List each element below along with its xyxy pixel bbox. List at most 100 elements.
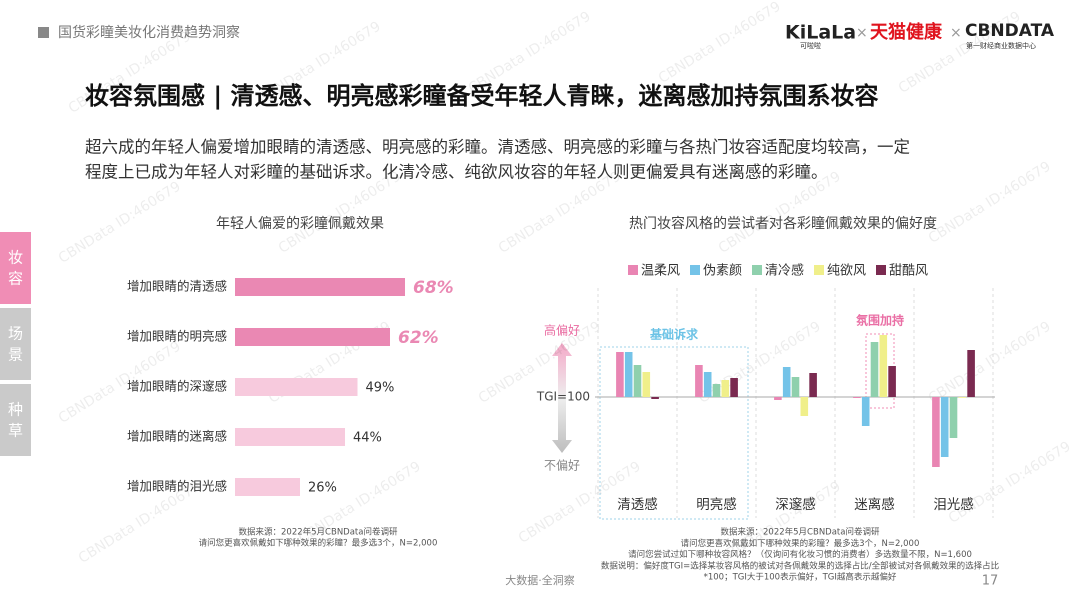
logo: KiLaLa bbox=[785, 22, 856, 44]
source-note: 数据来源：2022年5月CBNData问卷调研 bbox=[239, 527, 398, 538]
baseline-label: TGI=100 bbox=[536, 390, 590, 404]
bar bbox=[235, 378, 358, 396]
x-tick-label: 明亮感 bbox=[696, 496, 737, 513]
bar bbox=[774, 397, 782, 400]
page-number: 17 bbox=[982, 574, 999, 589]
watermark: CBNData ID:460679 bbox=[926, 319, 1054, 407]
bar bbox=[870, 342, 879, 397]
annotation: 高偏好 bbox=[544, 323, 580, 338]
watermark: CBNData ID:460679 bbox=[656, 0, 784, 87]
source-note: 请问您更喜欢佩戴如下哪种效果的彩瞳？最多选3个，N=2,000 bbox=[199, 538, 438, 549]
bar bbox=[642, 372, 651, 397]
watermark: CBNData ID:460679 bbox=[946, 439, 1074, 527]
x-tick-label: 迷离感 bbox=[854, 496, 895, 513]
preference-arrow bbox=[552, 343, 572, 453]
tab[interactable] bbox=[0, 308, 31, 380]
tab-label: 草 bbox=[8, 422, 23, 440]
source-note: *100；TGI大于100表示偏好，TGI越高表示越偏好 bbox=[704, 572, 897, 583]
annotation: 氛围加持 bbox=[856, 313, 904, 328]
bar bbox=[791, 377, 800, 397]
watermark: CBNData ID:460679 bbox=[496, 169, 624, 257]
footer-slogan: 大数据·全洞察 bbox=[505, 573, 575, 587]
watermark: CBNData ID:460679 bbox=[716, 169, 844, 257]
bar bbox=[235, 478, 300, 496]
y-tick-label: 增加眼睛的泪光感 bbox=[127, 479, 227, 494]
y-tick-label: 增加眼睛的迷离感 bbox=[127, 429, 227, 444]
section-title: 国货彩瞳美妆化消费趋势洞察 bbox=[58, 24, 240, 41]
bar bbox=[235, 328, 390, 346]
annotation: 基础诉求 bbox=[649, 327, 699, 342]
separator: × bbox=[950, 25, 962, 41]
legend-swatch bbox=[628, 265, 638, 275]
y-tick-label: 增加眼睛的清透感 bbox=[127, 279, 227, 294]
separator: × bbox=[856, 25, 868, 41]
bar bbox=[809, 373, 817, 397]
source-note: 请问您尝试过如下哪种妆容风格？（仅询问有化妆习惯的消费者）多选数量不限，N=1,… bbox=[628, 549, 972, 560]
bar bbox=[853, 397, 861, 398]
body-text: 程度上已成为年轻人对彩瞳的基础诉求。化清冷感、纯欲风妆容的年轻人则更偏爱具有迷离… bbox=[85, 163, 828, 182]
legend-label: 伪素颜 bbox=[703, 263, 742, 279]
legend-label: 甜酷风 bbox=[889, 263, 928, 279]
legend-label: 清冷感 bbox=[765, 263, 804, 279]
y-tick-label: 增加眼睛的深邃感 bbox=[127, 379, 227, 394]
tab-label: 种 bbox=[8, 401, 23, 419]
legend-swatch bbox=[690, 265, 700, 275]
x-tick-label: 泪光感 bbox=[933, 496, 974, 513]
tab-active[interactable] bbox=[0, 232, 31, 304]
logo: 可啦啦 bbox=[800, 41, 821, 50]
bar bbox=[861, 397, 870, 426]
legend-swatch bbox=[752, 265, 762, 275]
watermark: CBNData ID:460679 bbox=[276, 169, 404, 257]
logo: CBNDATA bbox=[965, 21, 1055, 41]
source-note: 数据说明：偏好度TGI=选择某妆容风格的被试对各佩戴效果的选择占比/全部被试对各… bbox=[601, 560, 999, 571]
value-label: 68% bbox=[413, 278, 454, 298]
bar bbox=[712, 384, 721, 397]
bar bbox=[651, 397, 659, 399]
tab-label: 容 bbox=[8, 270, 23, 288]
bar bbox=[800, 397, 809, 416]
x-tick-label: 深邃感 bbox=[775, 496, 816, 513]
y-tick-label: 增加眼睛的明亮感 bbox=[127, 329, 227, 344]
logo: 天猫健康 bbox=[870, 21, 943, 43]
bar bbox=[949, 397, 958, 438]
bar bbox=[888, 366, 896, 397]
source-note: 请问您更喜欢佩戴如下哪种效果的彩瞳？最多选3个，N=2,000 bbox=[681, 538, 920, 549]
header-icon bbox=[38, 27, 49, 38]
chart-title: 年轻人偏爱的彩瞳佩戴效果 bbox=[216, 215, 384, 232]
bar bbox=[967, 350, 975, 397]
body-text: 超六成的年轻人偏爱增加眼睛的清透感、明亮感的彩瞳。清透感、明亮感的彩瞳与各热门妆… bbox=[85, 138, 910, 157]
source-note: 数据来源：2022年5月CBNData问卷调研 bbox=[721, 527, 880, 538]
bar bbox=[958, 397, 967, 398]
bar bbox=[235, 278, 405, 296]
bar bbox=[782, 367, 791, 397]
annotation: 不偏好 bbox=[544, 458, 580, 473]
x-tick-label: 清透感 bbox=[617, 496, 658, 513]
bar bbox=[695, 365, 703, 397]
bar bbox=[624, 352, 633, 397]
bar bbox=[879, 335, 888, 397]
value-label: 62% bbox=[398, 328, 439, 348]
tab-label: 妆 bbox=[8, 249, 23, 267]
bar bbox=[703, 372, 712, 397]
tab[interactable] bbox=[0, 384, 31, 456]
bar bbox=[932, 397, 940, 467]
bar bbox=[616, 352, 624, 397]
bar bbox=[721, 380, 730, 397]
slide-title: 妆容氛围感 | 清透感、明亮感彩瞳备受年轻人青睐，迷离感加持氛围系妆容 bbox=[85, 82, 878, 110]
legend-label: 纯欲风 bbox=[827, 263, 866, 279]
tab-label: 场 bbox=[8, 325, 23, 343]
legend-swatch bbox=[876, 265, 886, 275]
basic-box bbox=[599, 346, 749, 520]
value-label: 26% bbox=[308, 481, 337, 496]
value-label: 49% bbox=[366, 381, 395, 396]
value-label: 44% bbox=[353, 431, 382, 446]
watermark: CBNData ID:460679 bbox=[56, 179, 184, 267]
chart-title: 热门妆容风格的尝试者对各彩瞳佩戴效果的偏好度 bbox=[629, 215, 937, 232]
logo: 第一财经商业数据中心 bbox=[966, 41, 1036, 50]
legend-swatch bbox=[814, 265, 824, 275]
bar bbox=[235, 428, 345, 446]
bar bbox=[940, 397, 949, 457]
watermark: CBNData ID:460679 bbox=[926, 159, 1054, 247]
bar bbox=[633, 365, 642, 397]
tab-label: 景 bbox=[8, 346, 23, 364]
